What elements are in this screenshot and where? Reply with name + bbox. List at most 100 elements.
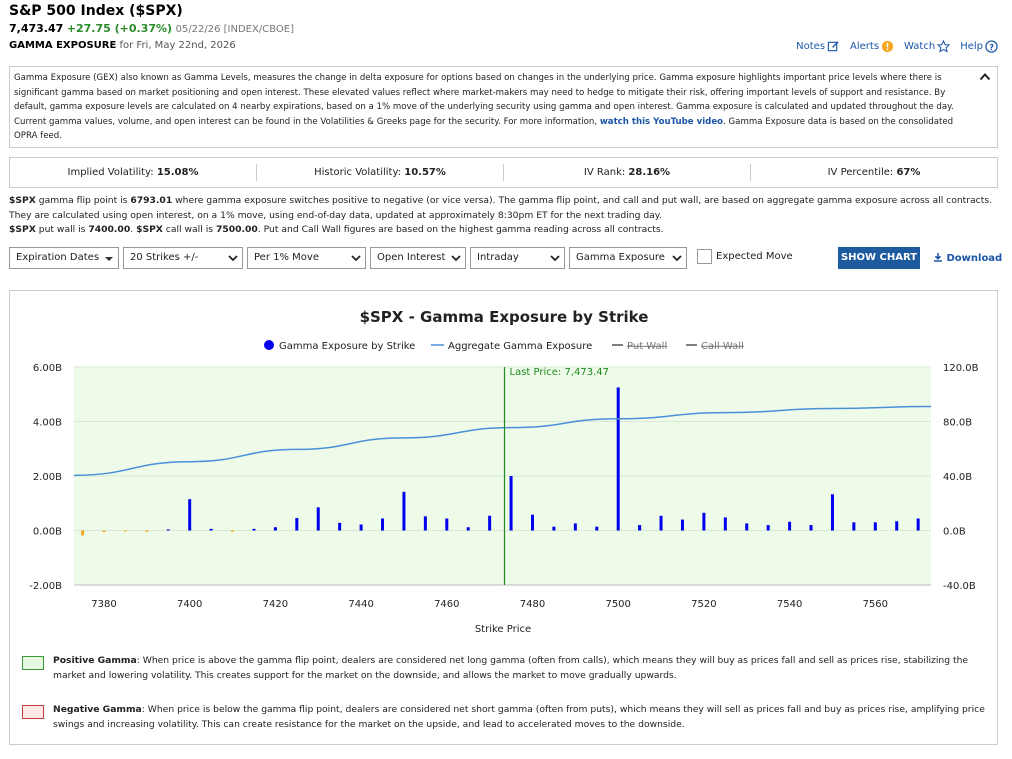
notes-link[interactable]: Notes bbox=[796, 40, 840, 53]
basis-select[interactable]: Open Interest bbox=[370, 247, 466, 269]
watch-link[interactable]: Watch bbox=[904, 40, 951, 53]
call-wall-symbol: $SPX bbox=[136, 224, 163, 235]
flip-text: . bbox=[130, 224, 137, 235]
stat-label: IV Rank: bbox=[583, 167, 626, 178]
gamma-bar[interactable] bbox=[188, 499, 192, 531]
y-axis-left: 6.00B 4.00B 2.00B 0.00B -2.00B bbox=[29, 363, 62, 592]
gamma-bar[interactable] bbox=[402, 491, 406, 531]
gamma-bar[interactable] bbox=[552, 526, 556, 531]
gamma-bar[interactable] bbox=[166, 529, 170, 531]
gamma-exposure-chart: $SPX - Gamma Exposure by Strike Gamma Ex… bbox=[29, 308, 978, 635]
gamma-bar[interactable] bbox=[680, 519, 684, 531]
gamma-bar[interactable] bbox=[659, 515, 663, 531]
y-tick-label: 0.00B bbox=[33, 527, 62, 538]
gamma-bar[interactable] bbox=[445, 518, 449, 531]
gamma-bar[interactable] bbox=[509, 476, 513, 531]
expected-move-checkbox[interactable] bbox=[697, 249, 712, 264]
gamma-bar[interactable] bbox=[381, 518, 385, 531]
gamma-bar[interactable] bbox=[745, 523, 749, 531]
strikes-select[interactable]: 20 Strikes +/- bbox=[123, 247, 243, 269]
download-link[interactable]: Download bbox=[933, 252, 1002, 264]
alerts-link[interactable]: Alerts bbox=[850, 40, 894, 53]
y2-tick-label: 40.0B bbox=[943, 472, 972, 483]
flip-text: . Put and Call Wall figures are based on… bbox=[257, 224, 664, 235]
gamma-bar[interactable] bbox=[766, 525, 770, 531]
legend-put-wall-label[interactable]: Put Wall bbox=[627, 341, 667, 352]
gamma-bar[interactable] bbox=[573, 523, 577, 531]
select-value: 20 Strikes +/- bbox=[130, 252, 199, 263]
gamma-bar[interactable] bbox=[295, 517, 299, 531]
stat-value: 10.57% bbox=[404, 167, 446, 178]
gamma-bar[interactable] bbox=[852, 522, 856, 531]
gamma-bar[interactable] bbox=[145, 530, 149, 532]
gamma-bar[interactable] bbox=[616, 387, 620, 531]
gamma-bar[interactable] bbox=[723, 517, 727, 531]
notes-label: Notes bbox=[796, 41, 826, 52]
last-price: 7,473.47 bbox=[9, 22, 64, 35]
x-tick-label: 7540 bbox=[777, 599, 802, 610]
gamma-bar[interactable] bbox=[809, 525, 813, 531]
gamma-bar[interactable] bbox=[638, 525, 642, 531]
help-icon: ? bbox=[985, 40, 998, 53]
metric-select[interactable]: Gamma Exposure bbox=[569, 247, 687, 269]
download-icon bbox=[934, 253, 942, 262]
chart-controls: Expiration Dates 20 Strikes +/- Per 1% M… bbox=[9, 247, 687, 269]
edit-icon bbox=[827, 41, 839, 52]
gamma-bar[interactable] bbox=[595, 526, 599, 531]
legend-gamma-label[interactable]: Gamma Exposure by Strike bbox=[279, 341, 415, 352]
youtube-link[interactable]: watch this YouTube video bbox=[599, 116, 724, 127]
gamma-bar[interactable] bbox=[466, 527, 470, 531]
gamma-bar[interactable] bbox=[916, 518, 920, 531]
show-chart-button[interactable]: SHOW CHART bbox=[838, 247, 920, 269]
chevron-down-icon bbox=[672, 255, 682, 262]
call-wall-value: 7500.00 bbox=[215, 224, 258, 235]
help-link[interactable]: Help ? bbox=[960, 40, 998, 53]
legend-aggregate-label[interactable]: Aggregate Gamma Exposure bbox=[448, 341, 592, 352]
legend-call-wall-label[interactable]: Call Wall bbox=[701, 341, 744, 352]
stat-value: 15.08% bbox=[156, 167, 199, 178]
caret-down-icon bbox=[105, 257, 113, 261]
gamma-bar[interactable] bbox=[273, 527, 277, 531]
gamma-bar[interactable] bbox=[702, 512, 706, 531]
x-tick-label: 7480 bbox=[520, 599, 545, 610]
gamma-bar[interactable] bbox=[530, 514, 534, 531]
gamma-bar[interactable] bbox=[788, 521, 792, 531]
gamma-bar[interactable] bbox=[359, 524, 363, 531]
positive-gamma-title: Positive Gamma bbox=[53, 655, 137, 666]
aggregate-gamma-line bbox=[73, 405, 932, 477]
gamma-bar[interactable] bbox=[209, 528, 213, 531]
gamma-bar[interactable] bbox=[81, 530, 85, 536]
stat-implied-volatility: Implied Volatility: 15.08% bbox=[10, 164, 257, 181]
gamma-bar[interactable] bbox=[488, 515, 492, 531]
expiration-dates-dropdown[interactable]: Expiration Dates bbox=[9, 247, 119, 269]
top-links: Notes Alerts Watch Help ? bbox=[796, 40, 998, 53]
section-subtitle: GAMMA EXPOSURE for Fri, May 22nd, 2026 bbox=[9, 40, 236, 51]
gamma-bar[interactable] bbox=[123, 530, 127, 532]
description-text-end: . Gamma Exposure data is based on the co… bbox=[14, 116, 954, 142]
select-value: Open Interest bbox=[377, 252, 446, 263]
gamma-bar[interactable] bbox=[423, 516, 427, 531]
y2-tick-label: -40.0B bbox=[943, 581, 976, 592]
download-label: Download bbox=[946, 253, 1003, 264]
x-axis: 7380 7400 7420 7440 7460 7480 7500 7520 7540 7560 bbox=[91, 599, 888, 610]
chevron-up-icon[interactable] bbox=[979, 71, 991, 83]
period-select[interactable]: Intraday bbox=[470, 247, 565, 269]
quote-meta: 05/22/26 [INDEX/CBOE] bbox=[175, 24, 294, 35]
gamma-bar[interactable] bbox=[316, 507, 320, 531]
svg-text:?: ? bbox=[989, 42, 994, 52]
gamma-bar[interactable] bbox=[252, 528, 256, 531]
gamma-bar[interactable] bbox=[830, 494, 834, 531]
gamma-bars bbox=[81, 387, 920, 536]
x-axis-label: Strike Price bbox=[475, 624, 531, 635]
chevron-down-icon bbox=[351, 255, 361, 262]
gamma-bar[interactable] bbox=[873, 522, 877, 531]
negative-gamma-swatch bbox=[22, 705, 44, 719]
gamma-bar[interactable] bbox=[895, 521, 899, 531]
gamma-bar[interactable] bbox=[102, 530, 106, 533]
help-label: Help bbox=[960, 41, 983, 52]
move-select[interactable]: Per 1% Move bbox=[247, 247, 366, 269]
gamma-bar[interactable] bbox=[338, 522, 342, 531]
gamma-bar[interactable] bbox=[231, 530, 235, 532]
flip-text: gamma flip point is bbox=[35, 195, 131, 206]
flip-text: put wall is bbox=[35, 224, 89, 235]
